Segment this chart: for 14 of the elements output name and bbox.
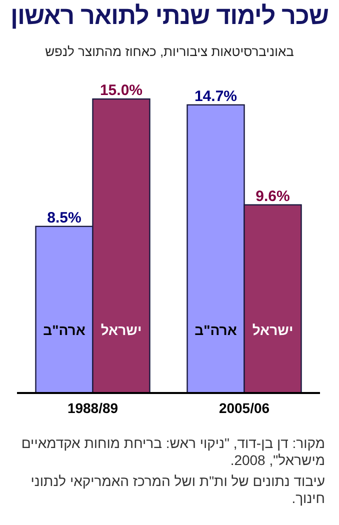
data-label: 9.6%: [256, 188, 290, 205]
x-tick-label: 2005/06: [218, 400, 270, 416]
chart-title: שכר לימוד שנתי לתואר ראשון: [9, 2, 330, 31]
text: מקור: דן בן-דוד, "ניקוי ראש: בריחת מוחות אקדמאיים מישראל", 2008.: [20, 435, 325, 469]
x-tick-label: 1988/89: [67, 400, 118, 416]
series-label: ישראל: [252, 322, 294, 338]
chart-subtitle: באוניברסיטאות ציבוריות, כאחוז מהתוצר לנפש: [44, 44, 295, 59]
data-label: 8.5%: [47, 209, 82, 226]
data-label: 15.0%: [100, 82, 143, 99]
text: עיבוד נתונים של ות"ת ושל המרכז האמריקאי לנתוני חינוך.: [30, 473, 325, 507]
text: ישראל: [100, 322, 142, 338]
data-label: 14.7%: [194, 88, 238, 105]
text: ארה"ב: [194, 322, 237, 338]
series-label: ארה"ב: [43, 322, 86, 338]
